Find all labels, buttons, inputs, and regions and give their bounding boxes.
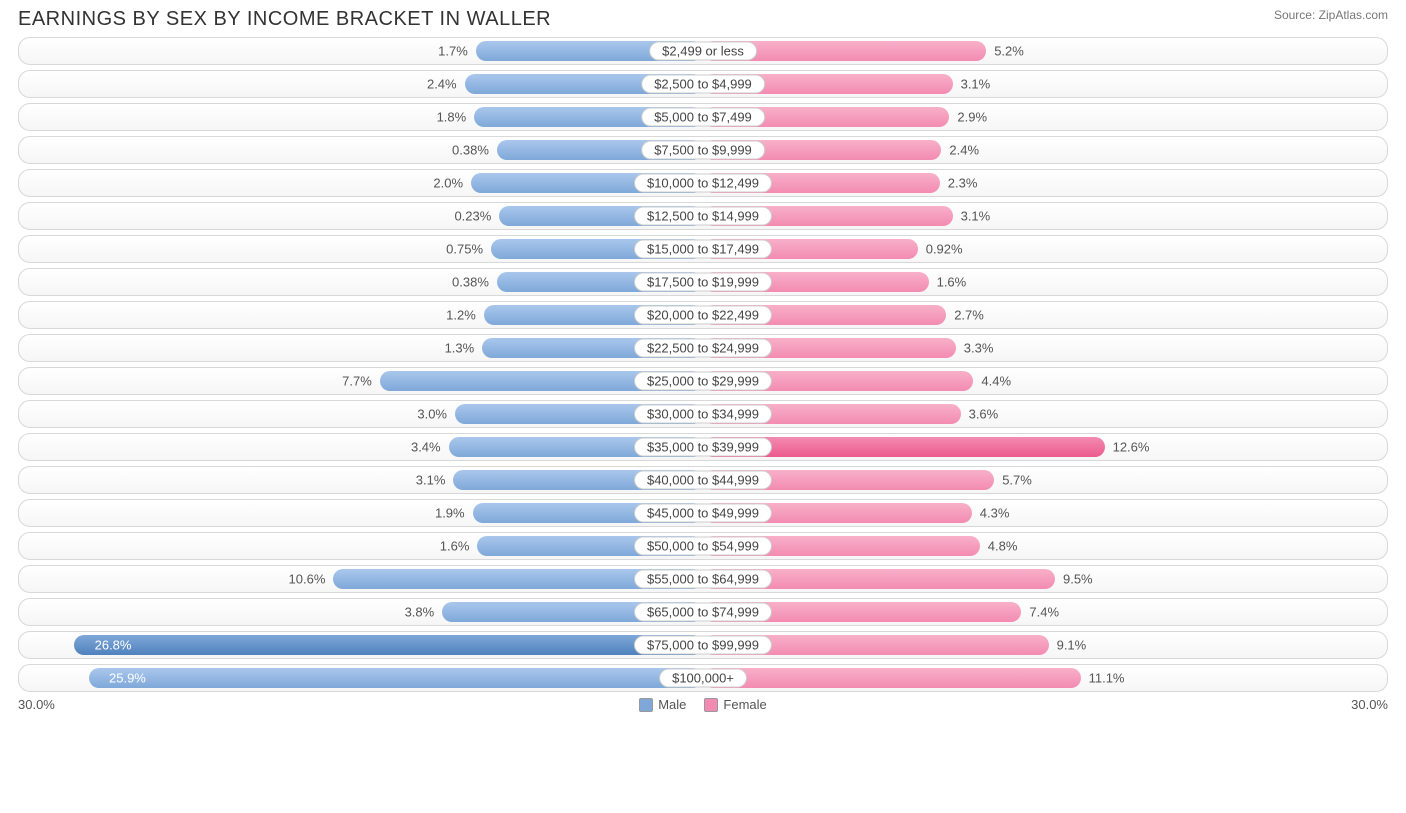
female-pct-label: 2.7% — [954, 308, 984, 323]
legend-female-label: Female — [723, 697, 766, 712]
female-pct-label: 11.1% — [1089, 671, 1125, 686]
female-pct-label: 5.2% — [994, 44, 1024, 59]
female-swatch — [704, 698, 718, 712]
category-label: $65,000 to $74,999 — [634, 603, 772, 622]
male-pct-label: 3.8% — [405, 605, 435, 620]
chart-title: EARNINGS BY SEX BY INCOME BRACKET IN WAL… — [18, 8, 551, 31]
legend-male-label: Male — [658, 697, 686, 712]
female-bar — [703, 668, 1081, 688]
category-label: $20,000 to $22,499 — [634, 306, 772, 325]
male-swatch — [639, 698, 653, 712]
male-pct-label: 25.9% — [109, 671, 146, 686]
chart-row: 7.7% 4.4% $25,000 to $29,999 — [18, 367, 1388, 395]
category-label: $75,000 to $99,999 — [634, 636, 772, 655]
category-label: $5,000 to $7,499 — [641, 108, 765, 127]
female-pct-label: 7.4% — [1029, 605, 1059, 620]
chart-row: 1.2% 2.7% $20,000 to $22,499 — [18, 301, 1388, 329]
male-pct-label: 0.38% — [452, 275, 489, 290]
female-pct-label: 4.8% — [988, 539, 1018, 554]
male-pct-label: 26.8% — [95, 638, 132, 653]
chart-row: 3.0% 3.6% $30,000 to $34,999 — [18, 400, 1388, 428]
male-pct-label: 3.1% — [416, 473, 446, 488]
male-pct-label: 0.38% — [452, 143, 489, 158]
chart-row: 0.23% 3.1% $12,500 to $14,999 — [18, 202, 1388, 230]
female-pct-label: 12.6% — [1113, 440, 1150, 455]
chart-row: 1.9% 4.3% $45,000 to $49,999 — [18, 499, 1388, 527]
category-label: $10,000 to $12,499 — [634, 174, 772, 193]
category-label: $2,500 to $4,999 — [641, 75, 765, 94]
male-pct-label: 1.6% — [440, 539, 470, 554]
axis-max-right: 30.0% — [1351, 697, 1388, 712]
male-pct-label: 0.75% — [446, 242, 483, 257]
male-pct-label: 2.0% — [433, 176, 463, 191]
category-label: $7,500 to $9,999 — [641, 141, 765, 160]
female-pct-label: 3.3% — [964, 341, 994, 356]
chart-row: 1.3% 3.3% $22,500 to $24,999 — [18, 334, 1388, 362]
female-pct-label: 0.92% — [926, 242, 963, 257]
female-pct-label: 9.1% — [1057, 638, 1087, 653]
chart-row: 0.38% 1.6% $17,500 to $19,999 — [18, 268, 1388, 296]
male-pct-label: 1.3% — [445, 341, 475, 356]
female-pct-label: 5.7% — [1002, 473, 1032, 488]
female-pct-label: 1.6% — [937, 275, 967, 290]
category-label: $45,000 to $49,999 — [634, 504, 772, 523]
female-pct-label: 9.5% — [1063, 572, 1093, 587]
chart-row: 2.4% 3.1% $2,500 to $4,999 — [18, 70, 1388, 98]
female-pct-label: 2.3% — [948, 176, 978, 191]
chart-row: 0.75% 0.92% $15,000 to $17,499 — [18, 235, 1388, 263]
axis-max-left: 30.0% — [18, 697, 55, 712]
category-label: $12,500 to $14,999 — [634, 207, 772, 226]
chart-row: 0.38% 2.4% $7,500 to $9,999 — [18, 136, 1388, 164]
category-label: $55,000 to $64,999 — [634, 570, 772, 589]
female-pct-label: 3.1% — [961, 209, 991, 224]
category-label: $50,000 to $54,999 — [634, 537, 772, 556]
male-pct-label: 10.6% — [289, 572, 326, 587]
chart-row: 1.7% 5.2% $2,499 or less — [18, 37, 1388, 65]
source-label: Source: ZipAtlas.com — [1274, 8, 1388, 22]
category-label: $35,000 to $39,999 — [634, 438, 772, 457]
chart-row: 3.4% 12.6% $35,000 to $39,999 — [18, 433, 1388, 461]
category-label: $25,000 to $29,999 — [634, 372, 772, 391]
diverging-bar-chart: 1.7% 5.2% $2,499 or less 2.4% 3.1% $2,500 to … — [18, 37, 1388, 692]
category-label: $17,500 to $19,999 — [634, 273, 772, 292]
legend: Male Female — [55, 697, 1351, 712]
chart-row: 3.8% 7.4% $65,000 to $74,999 — [18, 598, 1388, 626]
category-label: $40,000 to $44,999 — [634, 471, 772, 490]
chart-row: 10.6% 9.5% $55,000 to $64,999 — [18, 565, 1388, 593]
category-label: $100,000+ — [659, 669, 747, 688]
male-pct-label: 1.7% — [438, 44, 468, 59]
category-label: $22,500 to $24,999 — [634, 339, 772, 358]
chart-row: 1.6% 4.8% $50,000 to $54,999 — [18, 532, 1388, 560]
legend-female: Female — [704, 697, 766, 712]
male-pct-label: 3.0% — [417, 407, 447, 422]
female-pct-label: 3.6% — [969, 407, 999, 422]
chart-row: 3.1% 5.7% $40,000 to $44,999 — [18, 466, 1388, 494]
male-pct-label: 2.4% — [427, 77, 457, 92]
male-pct-label: 0.23% — [454, 209, 491, 224]
male-bar — [74, 635, 703, 655]
male-bar — [89, 668, 703, 688]
male-pct-label: 1.2% — [446, 308, 476, 323]
female-pct-label: 2.9% — [957, 110, 987, 125]
category-label: $2,499 or less — [649, 42, 757, 61]
chart-row: 2.0% 2.3% $10,000 to $12,499 — [18, 169, 1388, 197]
male-pct-label: 7.7% — [342, 374, 372, 389]
chart-row: 1.8% 2.9% $5,000 to $7,499 — [18, 103, 1388, 131]
male-pct-label: 3.4% — [411, 440, 441, 455]
category-label: $15,000 to $17,499 — [634, 240, 772, 259]
legend-male: Male — [639, 697, 686, 712]
male-pct-label: 1.8% — [437, 110, 467, 125]
male-pct-label: 1.9% — [435, 506, 465, 521]
female-pct-label: 3.1% — [961, 77, 991, 92]
chart-row: 26.8% 9.1% $75,000 to $99,999 — [18, 631, 1388, 659]
female-pct-label: 2.4% — [949, 143, 979, 158]
chart-row: 25.9% 11.1% $100,000+ — [18, 664, 1388, 692]
category-label: $30,000 to $34,999 — [634, 405, 772, 424]
female-pct-label: 4.3% — [980, 506, 1010, 521]
female-pct-label: 4.4% — [981, 374, 1011, 389]
